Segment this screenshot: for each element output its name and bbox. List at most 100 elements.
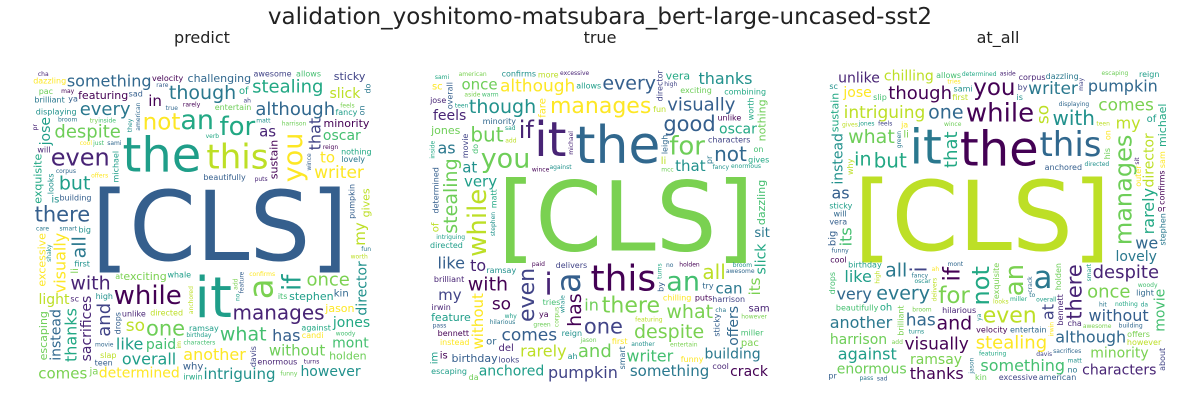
word-crack: crack bbox=[730, 364, 769, 380]
word-it: it bbox=[910, 119, 942, 175]
word-stealing: stealing bbox=[440, 158, 462, 233]
word-instead: instead bbox=[440, 338, 470, 347]
word-chilling: chilling bbox=[663, 294, 692, 303]
word-for: for bbox=[938, 283, 970, 309]
word-jason: jason bbox=[580, 337, 597, 344]
word-offers: offers bbox=[91, 172, 108, 179]
word-why: why bbox=[505, 313, 518, 320]
word-ah: ah bbox=[243, 97, 251, 104]
word-challenging: challenging bbox=[188, 72, 252, 85]
word-pumpkin: pumpkin bbox=[347, 184, 356, 219]
word-this: this bbox=[206, 138, 268, 178]
word-all: all bbox=[702, 260, 725, 284]
word-corpus: corpus bbox=[56, 168, 76, 175]
word-whale: whale bbox=[167, 271, 191, 280]
word-the: the bbox=[960, 121, 1039, 177]
word-displaying: displaying bbox=[36, 107, 77, 116]
word-with: with bbox=[468, 273, 508, 295]
word-although: although bbox=[1055, 328, 1126, 347]
word-brilliant: brilliant bbox=[434, 275, 464, 284]
word-awesome: awesome bbox=[726, 268, 755, 275]
word-visually: visually bbox=[904, 334, 968, 354]
word-my: my bbox=[1116, 114, 1141, 133]
word-though: though bbox=[888, 83, 952, 104]
word-stealing: stealing bbox=[252, 77, 323, 98]
word-fancy: fancy bbox=[713, 164, 730, 171]
word-in: in bbox=[584, 295, 599, 314]
word-da: da bbox=[1141, 301, 1149, 308]
word-first: first bbox=[74, 260, 90, 269]
word-corpus: corpus bbox=[553, 307, 560, 327]
word-just: just bbox=[92, 140, 105, 147]
word-crack: crack bbox=[1027, 276, 1034, 293]
word-jones: jones bbox=[430, 124, 461, 137]
word-building: building bbox=[59, 194, 91, 203]
word-green: green bbox=[533, 322, 551, 329]
word-a: a bbox=[549, 272, 589, 293]
word-davis: davis bbox=[1036, 351, 1052, 358]
word-whale: whale bbox=[560, 295, 567, 313]
word-matt: matt bbox=[256, 117, 271, 124]
word-director: director bbox=[1142, 133, 1158, 188]
word-ya: ya bbox=[68, 94, 78, 103]
word-broom: broom bbox=[912, 306, 931, 313]
word-i: i bbox=[908, 266, 933, 272]
word-despite: despite bbox=[54, 122, 120, 143]
word-comes: comes bbox=[1098, 96, 1154, 116]
word-directed: directed bbox=[1085, 161, 1110, 168]
word-about: about bbox=[1158, 348, 1167, 371]
word-michael: michael bbox=[568, 131, 575, 155]
word-funny: funny bbox=[280, 371, 298, 378]
word-reign: reign bbox=[1139, 70, 1159, 79]
word-nothing: nothing bbox=[756, 99, 769, 141]
word-lovely: lovely bbox=[341, 155, 365, 164]
word-stephen: stephen bbox=[1158, 213, 1167, 245]
word-or: or bbox=[486, 337, 497, 348]
word-combining: combining bbox=[724, 87, 766, 96]
word-ya: ya bbox=[976, 313, 983, 321]
word-feels: feels bbox=[433, 108, 466, 124]
word-or: or bbox=[1157, 204, 1166, 213]
word-while: while bbox=[966, 98, 1034, 128]
word-excessive: excessive bbox=[35, 233, 48, 287]
word-sam: sam bbox=[1158, 151, 1167, 168]
word-irwin: irwin bbox=[1048, 322, 1055, 337]
word-one: one bbox=[146, 316, 185, 340]
word-harrison: harrison bbox=[282, 120, 307, 127]
word-intriguing: intriguing bbox=[844, 103, 926, 123]
word-confirms: confirms bbox=[1157, 170, 1166, 205]
word-there: there bbox=[35, 203, 91, 227]
word-without: without bbox=[469, 293, 487, 350]
word-despite: despite bbox=[634, 321, 704, 343]
word-gives: gives bbox=[842, 121, 858, 128]
word-velocity: velocity bbox=[976, 325, 1008, 334]
word-hit: hit bbox=[1099, 301, 1107, 308]
word-wince: wince bbox=[306, 153, 313, 171]
word-sit: sit bbox=[754, 226, 769, 241]
word-sacrifices: sacrifices bbox=[79, 296, 95, 362]
word-slap: slap bbox=[100, 351, 116, 360]
word-with: with bbox=[70, 272, 110, 294]
word-aside: aside bbox=[1000, 70, 1016, 77]
word-allows: allows bbox=[936, 71, 961, 80]
word-confirms: confirms bbox=[249, 271, 275, 278]
word-we: we bbox=[1135, 234, 1158, 253]
word-bennett: bennett bbox=[438, 329, 469, 338]
word-i: i bbox=[544, 268, 552, 303]
word-all: all bbox=[885, 260, 907, 282]
word-for: for bbox=[669, 132, 705, 162]
word-and: and bbox=[936, 312, 972, 334]
word-building: building bbox=[705, 346, 761, 362]
word-the: the bbox=[123, 127, 202, 183]
word-sad: sad bbox=[505, 125, 516, 132]
word-however: however bbox=[300, 364, 360, 380]
word-smart: smart bbox=[60, 225, 78, 232]
word-smart: smart bbox=[1086, 263, 1093, 281]
word-pass: pass bbox=[433, 323, 447, 330]
word-sticky: sticky bbox=[829, 202, 852, 211]
word-birthday: birthday bbox=[452, 352, 499, 365]
word-high: high bbox=[874, 270, 881, 283]
word-beautifully: beautifully bbox=[203, 173, 246, 182]
word-so: so bbox=[1033, 105, 1053, 124]
word-every: every bbox=[602, 73, 656, 95]
